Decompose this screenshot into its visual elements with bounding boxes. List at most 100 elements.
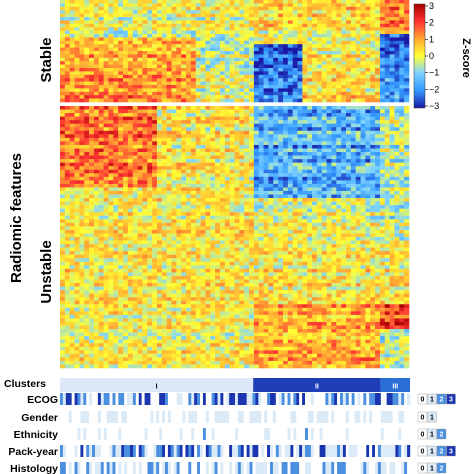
- heatmap-cell: [404, 88, 410, 93]
- heatmap-cell: [200, 78, 206, 82]
- heatmap-cell: [190, 190, 197, 195]
- heatmap-cell: [282, 144, 289, 149]
- heatmap-cell: [375, 54, 381, 59]
- heatmap-cell: [64, 176, 70, 181]
- heatmap-cell: [253, 215, 260, 220]
- heatmap-cell: [132, 144, 138, 149]
- heatmap-cell: [234, 176, 240, 181]
- heatmap-cell: [161, 215, 167, 220]
- heatmap-cell: [389, 68, 395, 72]
- heatmap-cell: [384, 44, 390, 48]
- heatmap-cell: [239, 95, 245, 99]
- heatmap-cell: [287, 74, 293, 79]
- heatmap-cell: [331, 51, 337, 55]
- heatmap-cell: [98, 51, 104, 55]
- heatmap-cell: [399, 176, 405, 181]
- heatmap-cell: [186, 180, 192, 185]
- heatmap-cell: [142, 13, 148, 18]
- heatmap-cell: [205, 141, 211, 146]
- heatmap-cell: [278, 44, 284, 48]
- heatmap-cell: [384, 187, 390, 192]
- heatmap-cell: [171, 226, 177, 231]
- heatmap-cell: [147, 198, 153, 202]
- heatmap-cell: [89, 183, 95, 188]
- heatmap-cell: [137, 68, 143, 72]
- heatmap-cell: [399, 95, 405, 99]
- heatmap-cell: [137, 162, 143, 167]
- heatmap-cell: [74, 30, 80, 35]
- heatmap-cell: [326, 148, 332, 153]
- heatmap-cell: [210, 190, 216, 195]
- heatmap-cell: [312, 226, 318, 231]
- heatmap-cell: [341, 187, 347, 192]
- heatmap-cell: [186, 201, 192, 206]
- heatmap-cell: [210, 212, 216, 217]
- heatmap-cell: [181, 88, 187, 93]
- heatmap-cell: [74, 68, 80, 72]
- heatmap-cell: [321, 109, 327, 114]
- heatmap-cell: [103, 40, 109, 45]
- heatmap-cell: [331, 130, 337, 135]
- heatmap-cell: [379, 27, 386, 31]
- heatmap-cell: [142, 215, 148, 220]
- heatmap-cell: [375, 127, 381, 132]
- heatmap-cell: [195, 88, 201, 93]
- heatmap-cell: [399, 68, 405, 72]
- heatmap-cell: [399, 166, 405, 171]
- heatmap-cell: [195, 180, 201, 185]
- heatmap-cell: [229, 47, 235, 52]
- heatmap-cell: [360, 17, 366, 21]
- heatmap-cell: [181, 173, 187, 178]
- heatmap-cell: [147, 169, 153, 174]
- heatmap-cell: [103, 237, 109, 241]
- heatmap-cell: [297, 212, 303, 217]
- heatmap-cell: [399, 71, 405, 76]
- heatmap-cell: [365, 0, 371, 4]
- heatmap-cell: [108, 54, 114, 59]
- heatmap-cell: [282, 237, 289, 241]
- heatmap-cell: [341, 229, 347, 234]
- heatmap-cell: [60, 13, 66, 18]
- heatmap-cell: [229, 205, 235, 209]
- heatmap-cell: [64, 113, 70, 117]
- heatmap-cell: [161, 144, 167, 149]
- heatmap-cell: [98, 0, 104, 4]
- heatmap-cell: [268, 176, 274, 181]
- heatmap-cell: [171, 134, 177, 139]
- heatmap-cell: [152, 205, 158, 209]
- heatmap-cell: [79, 190, 85, 195]
- heatmap-cell: [321, 237, 327, 241]
- heatmap-cell: [336, 240, 342, 245]
- heatmap-cell: [355, 229, 361, 234]
- heatmap-cell: [345, 201, 352, 206]
- heatmap-cell: [234, 169, 240, 174]
- heatmap-cell: [316, 137, 323, 142]
- heatmap-cell: [345, 81, 352, 86]
- heatmap-cell: [394, 134, 400, 139]
- heatmap-cell: [268, 85, 274, 89]
- heatmap-cell: [186, 37, 192, 42]
- heatmap-cell: [161, 3, 167, 8]
- heatmap-cell: [394, 113, 400, 117]
- heatmap-cell: [239, 205, 245, 209]
- heatmap-cell: [292, 226, 298, 231]
- heatmap-cell: [331, 54, 337, 59]
- heatmap-cell: [321, 219, 327, 224]
- heatmap-cell: [142, 162, 148, 167]
- heatmap-cell: [316, 237, 323, 241]
- heatmap-cell: [282, 155, 289, 160]
- heatmap-cell: [64, 88, 70, 93]
- heatmap-cell: [74, 109, 80, 114]
- heatmap-cell: [205, 137, 211, 142]
- heatmap-cell: [195, 91, 201, 96]
- heatmap-cell: [370, 137, 376, 142]
- heatmap-cell: [253, 106, 260, 110]
- heatmap-cell: [384, 159, 390, 163]
- heatmap-cell: [103, 233, 109, 238]
- heatmap-cell: [345, 40, 352, 45]
- heatmap-cell: [161, 127, 167, 132]
- heatmap-cell: [278, 205, 284, 209]
- heatmap-cell: [370, 208, 376, 213]
- heatmap-cell: [93, 127, 100, 132]
- heatmap-cell: [331, 74, 337, 79]
